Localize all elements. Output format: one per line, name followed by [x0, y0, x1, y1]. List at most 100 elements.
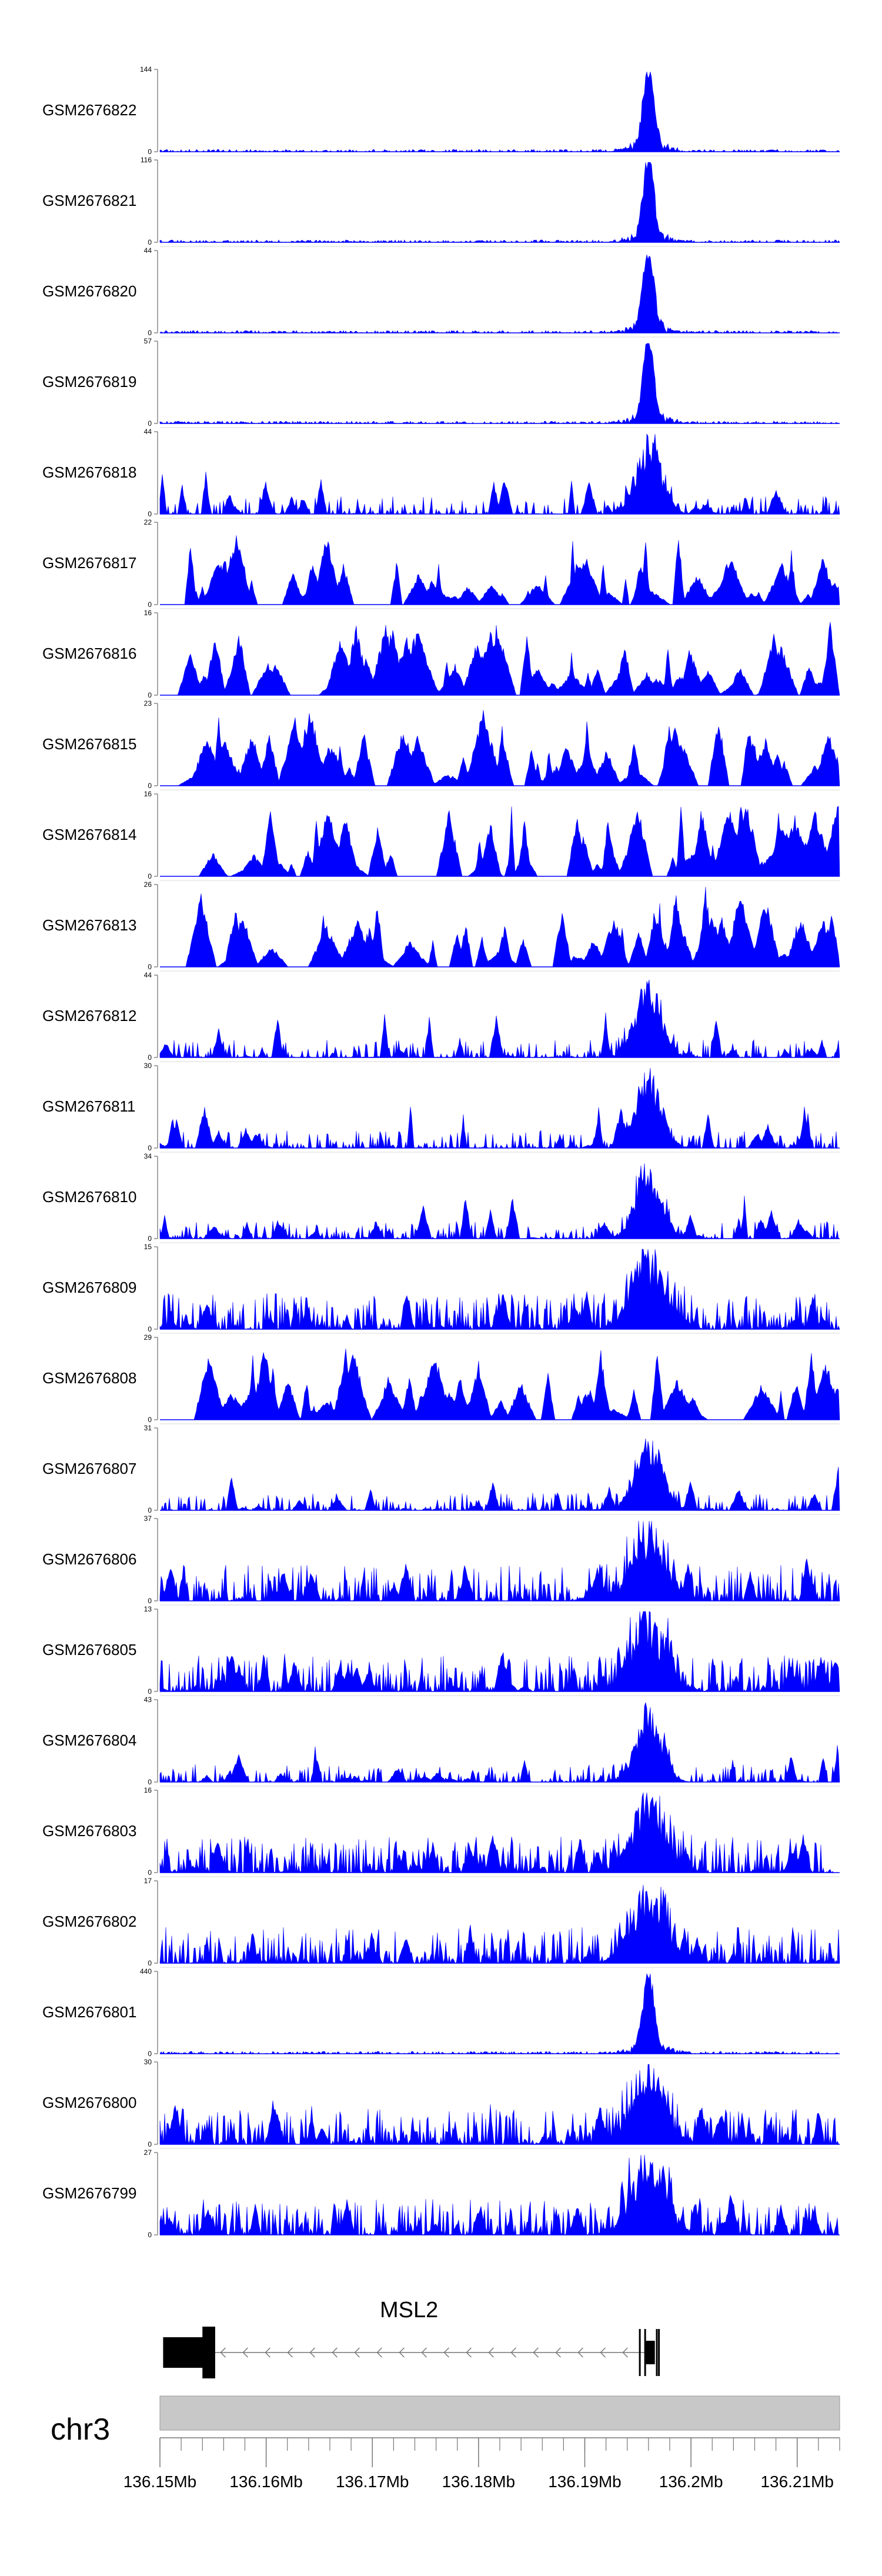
y-min-label: 0	[148, 1597, 152, 1605]
coverage-area	[159, 1249, 840, 1330]
track-label: GSM2676816	[42, 645, 136, 662]
y-min-label: 0	[148, 1868, 152, 1877]
coverage-track: GSM2676814 16 0	[42, 789, 840, 880]
y-min-label: 0	[148, 2050, 152, 2058]
y-min-label: 0	[148, 1144, 152, 1152]
x-tick-label: 136.17Mb	[336, 2472, 409, 2491]
x-tick-label: 136.15Mb	[123, 2472, 197, 2491]
strand-arrow-icon	[510, 2347, 516, 2358]
y-min-label: 0	[148, 238, 152, 246]
coverage-track: GSM2676807 31 0	[42, 1423, 840, 1514]
strand-arrow-icon	[533, 2347, 539, 2358]
exon	[645, 2341, 655, 2364]
coverage-area	[159, 1520, 840, 1601]
coverage-area	[159, 1701, 840, 1783]
y-max-label: 44	[144, 428, 152, 436]
track-label: GSM2676817	[42, 554, 136, 572]
coverage-area	[160, 806, 840, 877]
coverage-area	[159, 1163, 840, 1240]
y-min-label: 0	[148, 1325, 152, 1333]
coverage-track: GSM2676806 37 0	[42, 1514, 840, 1605]
coverage-area	[159, 162, 840, 243]
y-min-label: 0	[148, 872, 152, 880]
coverage-track: GSM2676808 29 0	[42, 1333, 840, 1424]
strand-arrow-icon	[421, 2347, 427, 2358]
y-max-label: 30	[144, 2058, 152, 2066]
exon	[656, 2329, 658, 2376]
y-max-label: 16	[144, 609, 152, 617]
coverage-area	[159, 979, 840, 1059]
coverage-area	[160, 535, 840, 605]
track-label: GSM2676814	[42, 826, 136, 843]
track-label: GSM2676805	[42, 1641, 136, 1659]
coverage-area	[159, 343, 840, 424]
coverage-track: GSM2676821 116 0	[42, 155, 840, 246]
y-max-label: 17	[144, 1877, 152, 1885]
exon	[163, 2337, 207, 2368]
strand-arrow-icon	[309, 2347, 315, 2358]
coverage-track: GSM2676816 16 0	[42, 608, 840, 699]
x-tick-label: 136.18Mb	[442, 2472, 516, 2491]
strand-arrow-icon	[577, 2347, 583, 2358]
track-label: GSM2676800	[42, 2094, 136, 2111]
y-max-label: 440	[140, 1967, 152, 1976]
coverage-area	[160, 622, 840, 696]
coverage-area	[159, 1884, 840, 1964]
track-label: GSM2676811	[42, 1097, 136, 1115]
coverage-track: GSM2676820 44 0	[42, 246, 840, 337]
coverage-track: GSM2676822 144 0	[42, 65, 840, 156]
strand-arrow-icon	[600, 2347, 606, 2358]
y-max-label: 43	[144, 1696, 152, 1704]
track-label: GSM2676809	[42, 1279, 136, 1296]
strand-arrow-icon	[354, 2347, 360, 2358]
track-label: GSM2676807	[42, 1460, 136, 1477]
coverage-area	[160, 710, 840, 786]
strand-arrow-icon	[399, 2347, 405, 2358]
y-min-label: 0	[148, 691, 152, 699]
x-tick-label: 136.21Mb	[760, 2472, 834, 2491]
track-label: GSM2676813	[42, 916, 136, 934]
coverage-area	[159, 1973, 840, 2054]
y-min-label: 0	[148, 1959, 152, 1967]
coverage-track: GSM2676803 16 0	[42, 1786, 840, 1877]
strand-arrow-icon	[555, 2347, 561, 2358]
y-max-label: 31	[144, 1424, 152, 1432]
track-label: GSM2676822	[42, 101, 136, 119]
x-tick-label: 136.19Mb	[548, 2472, 622, 2491]
y-min-label: 0	[148, 1416, 152, 1424]
coverage-track: GSM2676800 30 0	[42, 2057, 840, 2148]
coverage-track: GSM2676818 44 0	[42, 427, 840, 518]
coverage-track: GSM2676811 30 0	[42, 1061, 840, 1152]
track-label: GSM2676819	[42, 373, 136, 391]
track-label: GSM2676810	[42, 1188, 136, 1206]
coverage-area	[159, 1611, 840, 1693]
strand-arrow-icon	[488, 2347, 494, 2358]
y-max-label: 116	[141, 156, 152, 164]
gene-track: MSL2	[163, 2298, 660, 2378]
coverage-track: GSM2676812 44 0	[42, 970, 840, 1062]
y-max-label: 44	[144, 971, 152, 979]
y-min-label: 0	[148, 963, 152, 971]
y-min-label: 0	[148, 1778, 152, 1786]
coverage-area	[159, 2154, 840, 2236]
y-min-label: 0	[148, 329, 152, 337]
track-label: GSM2676804	[42, 1731, 136, 1749]
y-max-label: 16	[144, 790, 152, 798]
strand-arrow-icon	[242, 2347, 248, 2358]
coverage-area	[159, 254, 840, 333]
y-max-label: 13	[144, 1605, 152, 1613]
y-min-label: 0	[148, 782, 152, 790]
y-max-label: 22	[144, 518, 152, 526]
strand-arrow-icon	[220, 2347, 226, 2358]
strand-arrow-icon	[287, 2347, 293, 2358]
coverage-track: GSM2676810 34 0	[42, 1152, 840, 1243]
genome-axis: 136.15Mb 136.16Mb 136.17Mb 136.18Mb 136.19Mb…	[123, 2437, 840, 2491]
y-min-label: 0	[148, 419, 152, 428]
chromosome-bar	[159, 2395, 840, 2431]
y-min-label: 0	[148, 600, 152, 609]
strand-arrow-icon	[443, 2347, 449, 2358]
coverage-track: GSM2676801 440 0	[42, 1967, 840, 2058]
coverage-track: GSM2676815 23 0	[42, 699, 840, 790]
coverage-area	[160, 1349, 840, 1420]
